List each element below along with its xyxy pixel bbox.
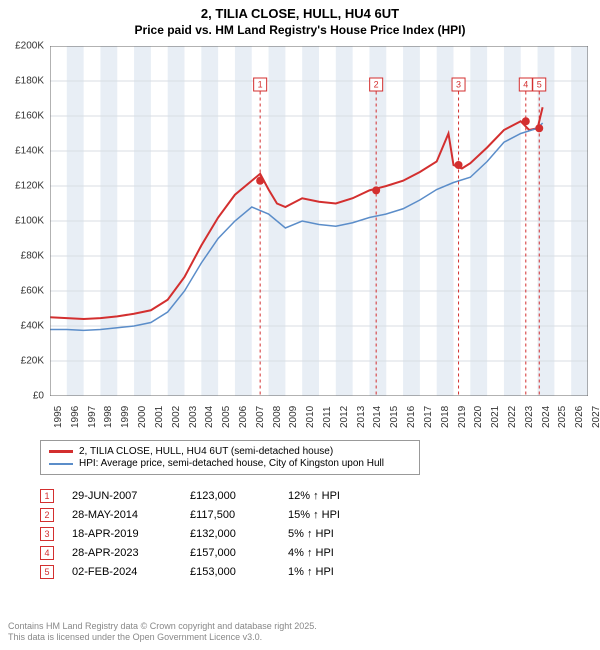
legend: 2, TILIA CLOSE, HULL, HU4 6UT (semi-deta…	[40, 440, 420, 475]
legend-label-property: 2, TILIA CLOSE, HULL, HU4 6UT (semi-deta…	[79, 446, 333, 457]
sale-row: 4 28-APR-2023 £157,000 4% ↑ HPI	[40, 546, 570, 560]
sale-num-box: 1	[40, 489, 54, 503]
chart-subtitle: Price paid vs. HM Land Registry's House …	[0, 21, 600, 37]
y-tick-label: £20K	[21, 356, 44, 367]
x-tick-label: 2002	[171, 406, 182, 428]
sale-num-box: 3	[40, 527, 54, 541]
x-tick-label: 2004	[204, 406, 215, 428]
legend-swatch-property	[49, 450, 73, 453]
x-tick-label: 2019	[457, 406, 468, 428]
x-tick-label: 2001	[154, 406, 165, 428]
x-axis: 1995 1996 1997 1998 1999 2000 2001 2002 2003 2004…	[50, 398, 588, 438]
sale-row: 1 29-JUN-2007 £123,000 12% ↑ HPI	[40, 489, 570, 503]
sale-num-box: 5	[40, 565, 54, 579]
x-tick-label: 2015	[389, 406, 400, 428]
x-tick-label: 2020	[473, 406, 484, 428]
x-tick-label: 2014	[372, 406, 383, 428]
sale-price: £132,000	[190, 528, 270, 540]
svg-text:3: 3	[456, 80, 461, 90]
sale-pct: 12% ↑ HPI	[288, 490, 378, 502]
footer-line-2: This data is licensed under the Open Gov…	[8, 632, 317, 644]
legend-item-property: 2, TILIA CLOSE, HULL, HU4 6UT (semi-deta…	[49, 446, 411, 457]
sale-date: 02-FEB-2024	[72, 566, 172, 578]
x-tick-label: 2023	[524, 406, 535, 428]
sale-num-box: 2	[40, 508, 54, 522]
footer-text: Contains HM Land Registry data © Crown c…	[8, 621, 317, 644]
svg-text:1: 1	[258, 80, 263, 90]
sale-pct: 1% ↑ HPI	[288, 566, 378, 578]
y-axis: £0£20K£40K£60K£80K£100K£120K£140K£160K£1…	[0, 46, 48, 396]
y-tick-label: £40K	[21, 321, 44, 332]
x-tick-label: 2000	[137, 406, 148, 428]
x-tick-label: 2006	[238, 406, 249, 428]
y-tick-label: £0	[33, 391, 44, 402]
x-tick-label: 2012	[339, 406, 350, 428]
x-tick-label: 2026	[574, 406, 585, 428]
x-tick-label: 1995	[53, 406, 64, 428]
x-tick-label: 2027	[591, 406, 600, 428]
chart-container: 2, TILIA CLOSE, HULL, HU4 6UT Price paid…	[0, 0, 600, 650]
sale-row: 3 18-APR-2019 £132,000 5% ↑ HPI	[40, 527, 570, 541]
x-tick-label: 2022	[507, 406, 518, 428]
sale-row: 5 02-FEB-2024 £153,000 1% ↑ HPI	[40, 565, 570, 579]
x-tick-label: 2025	[557, 406, 568, 428]
x-tick-label: 2010	[305, 406, 316, 428]
y-tick-label: £60K	[21, 286, 44, 297]
plot-area: 1 2 3 45	[50, 46, 588, 396]
sale-row: 2 28-MAY-2014 £117,500 15% ↑ HPI	[40, 508, 570, 522]
sale-date: 28-APR-2023	[72, 547, 172, 559]
sale-num-box: 4	[40, 546, 54, 560]
legend-item-hpi: HPI: Average price, semi-detached house,…	[49, 458, 411, 469]
y-tick-label: £80K	[21, 251, 44, 262]
sale-price: £153,000	[190, 566, 270, 578]
x-tick-label: 1999	[120, 406, 131, 428]
x-tick-label: 2008	[272, 406, 283, 428]
x-tick-label: 2017	[423, 406, 434, 428]
x-tick-label: 2003	[188, 406, 199, 428]
x-tick-label: 2005	[221, 406, 232, 428]
x-tick-label: 2021	[490, 406, 501, 428]
footer-line-1: Contains HM Land Registry data © Crown c…	[8, 621, 317, 633]
svg-text:2: 2	[374, 80, 379, 90]
x-tick-label: 1997	[87, 406, 98, 428]
sale-date: 29-JUN-2007	[72, 490, 172, 502]
x-tick-label: 2007	[255, 406, 266, 428]
x-tick-label: 1996	[70, 406, 81, 428]
x-tick-label: 1998	[103, 406, 114, 428]
x-tick-label: 2009	[288, 406, 299, 428]
y-tick-label: £200K	[15, 41, 44, 52]
svg-text:4: 4	[523, 80, 528, 90]
y-tick-label: £120K	[15, 181, 44, 192]
x-tick-label: 2011	[322, 406, 333, 428]
legend-swatch-hpi	[49, 463, 73, 465]
chart-svg: 1 2 3 45	[50, 46, 588, 396]
y-tick-label: £160K	[15, 111, 44, 122]
sale-pct: 15% ↑ HPI	[288, 509, 378, 521]
sales-table: 1 29-JUN-2007 £123,000 12% ↑ HPI 2 28-MAY…	[40, 484, 570, 584]
y-tick-label: £140K	[15, 146, 44, 157]
sale-price: £123,000	[190, 490, 270, 502]
sale-pct: 5% ↑ HPI	[288, 528, 378, 540]
x-tick-label: 2016	[406, 406, 417, 428]
x-tick-label: 2013	[356, 406, 367, 428]
sale-date: 18-APR-2019	[72, 528, 172, 540]
sale-price: £157,000	[190, 547, 270, 559]
sale-pct: 4% ↑ HPI	[288, 547, 378, 559]
chart-title: 2, TILIA CLOSE, HULL, HU4 6UT	[0, 0, 600, 21]
svg-text:5: 5	[537, 80, 542, 90]
y-tick-label: £100K	[15, 216, 44, 227]
sale-date: 28-MAY-2014	[72, 509, 172, 521]
x-tick-label: 2018	[440, 406, 451, 428]
y-tick-label: £180K	[15, 76, 44, 87]
legend-label-hpi: HPI: Average price, semi-detached house,…	[79, 458, 384, 469]
sale-price: £117,500	[190, 509, 270, 521]
x-tick-label: 2024	[541, 406, 552, 428]
